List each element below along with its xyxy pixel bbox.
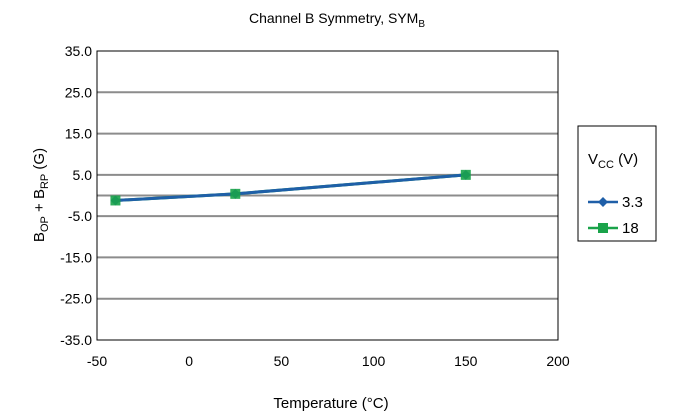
legend-label: 18 (622, 220, 639, 237)
y-axis-title-part3: (G) (31, 148, 48, 174)
y-tick-label: 35.0 (65, 43, 92, 59)
legend-entries: 3.3 18 (588, 194, 643, 237)
y-tick-label: -25.0 (60, 291, 92, 307)
legend-entry-18: 18 (588, 220, 639, 237)
legend-marker (598, 197, 608, 207)
x-tick-label: 200 (546, 353, 570, 369)
series-markers (110, 169, 471, 206)
legend-title: VCC (V) (588, 151, 638, 171)
legend-label: 3.3 (622, 194, 643, 211)
y-tick-label: -35.0 (60, 332, 92, 348)
x-tick-label: 100 (362, 353, 386, 369)
y-axis-title: BOP + BRP (G) (31, 148, 51, 242)
point-marker-18 (230, 188, 241, 199)
legend-entry-3.3: 3.3 (588, 194, 643, 211)
series-line-3.3 (115, 173, 466, 202)
legend-title-unit: (V) (614, 151, 638, 168)
plot-frame (96, 50, 559, 341)
x-tick-labels: -50 0 50 100 150 200 (87, 353, 570, 369)
chart-title-subscript: B (418, 19, 425, 30)
x-tick-label: 50 (274, 353, 290, 369)
x-axis-title: Temperature (°C) (273, 395, 388, 412)
grid-lines (97, 91, 558, 300)
x-tick-label: -50 (87, 353, 107, 369)
x-tick-label: 0 (185, 353, 193, 369)
legend-box (577, 125, 657, 242)
y-tick-label: 25.0 (65, 84, 92, 100)
y-axis-title-part1: B (31, 232, 48, 242)
legend-title-main: V (588, 151, 598, 168)
chart-title-main: Channel B Symmetry, SYM (249, 10, 418, 26)
y-tick-label: -15.0 (60, 249, 92, 265)
y-axis-title-part2: + B (31, 189, 48, 216)
point-marker-18 (110, 195, 121, 206)
chart-title: Channel B Symmetry, SYMB (249, 10, 425, 30)
series-lines (115, 173, 466, 202)
y-tick-labels: 35.0 25.0 15.0 5.0 -5.0 -15.0 -25.0 -35.0 (60, 43, 92, 348)
legend-title-sub: CC (598, 159, 614, 171)
legend: VCC (V) 3.3 18 (577, 125, 657, 242)
y-tick-label: 15.0 (65, 126, 92, 142)
point-marker-18 (460, 169, 471, 180)
y-tick-label: -5.0 (68, 208, 92, 224)
legend-marker (598, 223, 608, 233)
y-axis-title-sub1: OP (39, 216, 51, 232)
y-tick-label: 5.0 (73, 167, 93, 183)
x-tick-label: 150 (454, 353, 478, 369)
y-axis-title-sub2: RP (39, 174, 51, 189)
